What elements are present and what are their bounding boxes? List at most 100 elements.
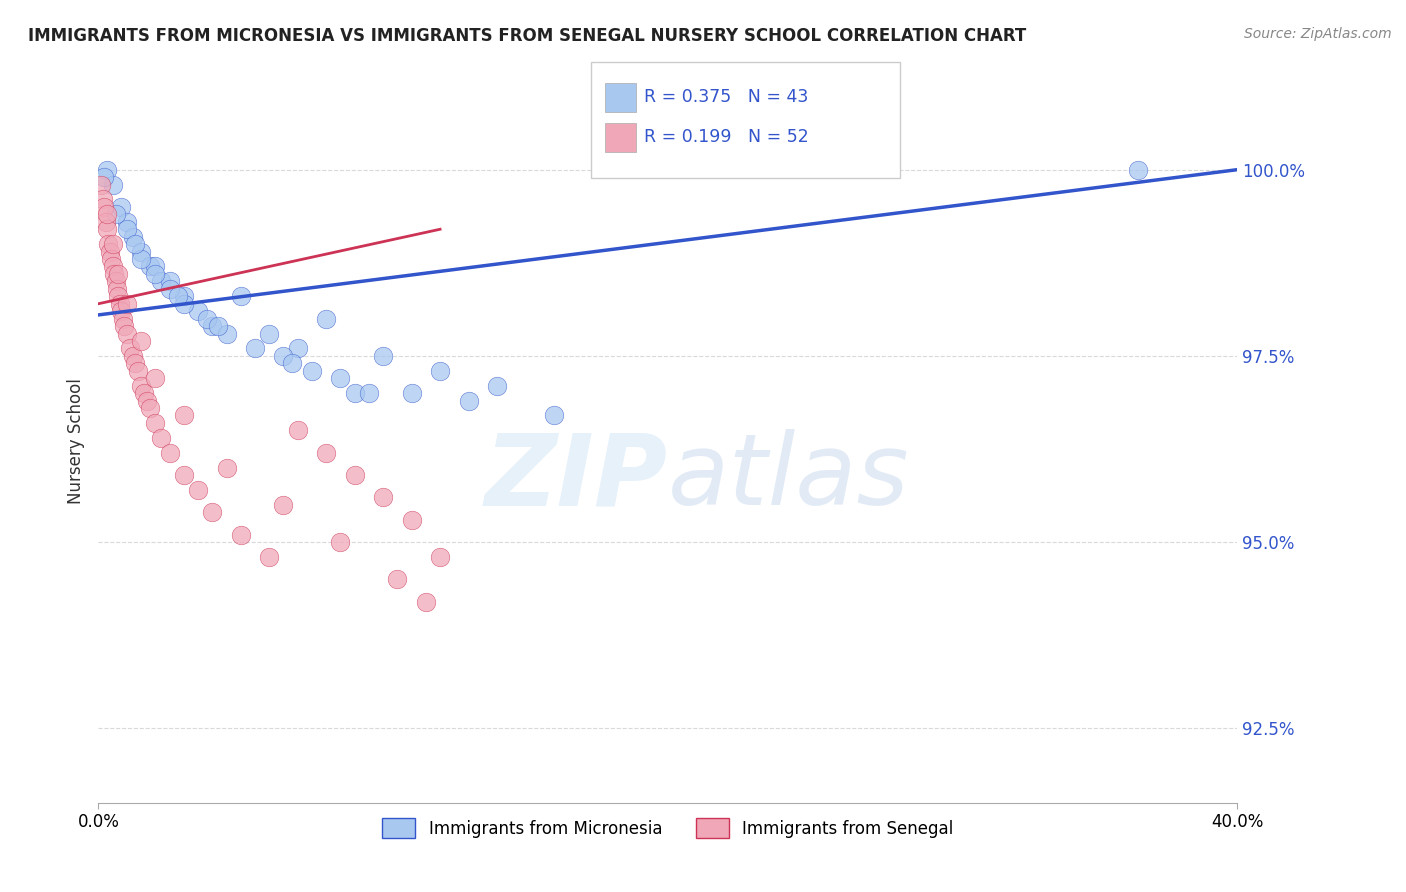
Point xyxy=(167,289,190,303)
Point xyxy=(127,364,149,378)
Point xyxy=(124,356,146,370)
Point xyxy=(91,193,114,207)
Point xyxy=(93,200,115,214)
Point xyxy=(329,371,352,385)
Point xyxy=(96,207,118,221)
Point xyxy=(107,267,129,281)
Point xyxy=(96,162,118,177)
Point xyxy=(1126,162,1149,177)
Point xyxy=(215,460,238,475)
Point xyxy=(118,342,141,356)
Point xyxy=(98,244,121,259)
Point xyxy=(187,483,209,497)
Point xyxy=(135,393,157,408)
Point xyxy=(543,409,565,423)
Point xyxy=(343,468,366,483)
Point xyxy=(115,222,138,236)
Point xyxy=(273,349,295,363)
Point xyxy=(150,274,173,288)
Point xyxy=(301,364,323,378)
Text: R = 0.199   N = 52: R = 0.199 N = 52 xyxy=(644,128,808,146)
Point xyxy=(201,319,224,334)
Point xyxy=(112,319,135,334)
Point xyxy=(457,393,479,408)
Point xyxy=(343,386,366,401)
Point xyxy=(94,215,117,229)
Point xyxy=(108,297,131,311)
Point xyxy=(96,222,118,236)
Text: atlas: atlas xyxy=(668,429,910,526)
Point xyxy=(229,527,252,541)
Point xyxy=(101,237,124,252)
Point xyxy=(287,342,309,356)
Point xyxy=(187,304,209,318)
Point xyxy=(121,229,143,244)
Point xyxy=(150,431,173,445)
Point xyxy=(129,252,152,266)
Text: Source: ZipAtlas.com: Source: ZipAtlas.com xyxy=(1244,27,1392,41)
Point xyxy=(173,289,195,303)
Point xyxy=(159,274,181,288)
Point xyxy=(121,349,143,363)
Point xyxy=(159,282,181,296)
Point xyxy=(486,378,509,392)
Point xyxy=(105,282,128,296)
Legend: Immigrants from Micronesia, Immigrants from Senegal: Immigrants from Micronesia, Immigrants f… xyxy=(375,812,960,845)
Point xyxy=(138,401,160,415)
Point xyxy=(371,491,394,505)
Point xyxy=(207,319,229,334)
Point xyxy=(110,304,132,318)
Point xyxy=(115,215,138,229)
Point xyxy=(401,386,423,401)
Point xyxy=(100,252,122,266)
Point xyxy=(259,326,281,341)
Point xyxy=(243,342,266,356)
Point xyxy=(104,274,127,288)
Point xyxy=(129,378,152,392)
Point xyxy=(315,311,337,326)
Point xyxy=(90,178,112,192)
Point xyxy=(315,446,337,460)
Point xyxy=(215,326,238,341)
Point xyxy=(132,386,155,401)
Point xyxy=(138,260,160,274)
Point xyxy=(104,207,127,221)
Point xyxy=(357,386,380,401)
Point xyxy=(173,468,195,483)
Point xyxy=(115,326,138,341)
Point xyxy=(97,237,120,252)
Point xyxy=(145,267,167,281)
Point xyxy=(101,260,124,274)
Point xyxy=(107,289,129,303)
Point xyxy=(145,260,167,274)
Point xyxy=(273,498,295,512)
Point xyxy=(201,505,224,519)
Point xyxy=(124,237,146,252)
Point xyxy=(401,513,423,527)
Point xyxy=(173,409,195,423)
Point xyxy=(145,371,167,385)
Point xyxy=(93,170,115,185)
Point xyxy=(129,334,152,348)
Point xyxy=(287,423,309,437)
Text: IMMIGRANTS FROM MICRONESIA VS IMMIGRANTS FROM SENEGAL NURSERY SCHOOL CORRELATION: IMMIGRANTS FROM MICRONESIA VS IMMIGRANTS… xyxy=(28,27,1026,45)
Point xyxy=(103,267,125,281)
Point xyxy=(101,178,124,192)
Point xyxy=(159,446,181,460)
Point xyxy=(195,311,218,326)
Point xyxy=(229,289,252,303)
Point xyxy=(115,297,138,311)
Text: ZIP: ZIP xyxy=(485,429,668,526)
Y-axis label: Nursery School: Nursery School xyxy=(66,378,84,505)
Point xyxy=(429,364,451,378)
Point xyxy=(259,549,281,564)
Point xyxy=(129,244,152,259)
Point xyxy=(281,356,304,370)
Point xyxy=(329,535,352,549)
Point xyxy=(173,297,195,311)
Point xyxy=(387,572,409,586)
Point xyxy=(429,549,451,564)
Point xyxy=(110,200,132,214)
Text: R = 0.375   N = 43: R = 0.375 N = 43 xyxy=(644,88,808,106)
Point xyxy=(145,416,167,430)
